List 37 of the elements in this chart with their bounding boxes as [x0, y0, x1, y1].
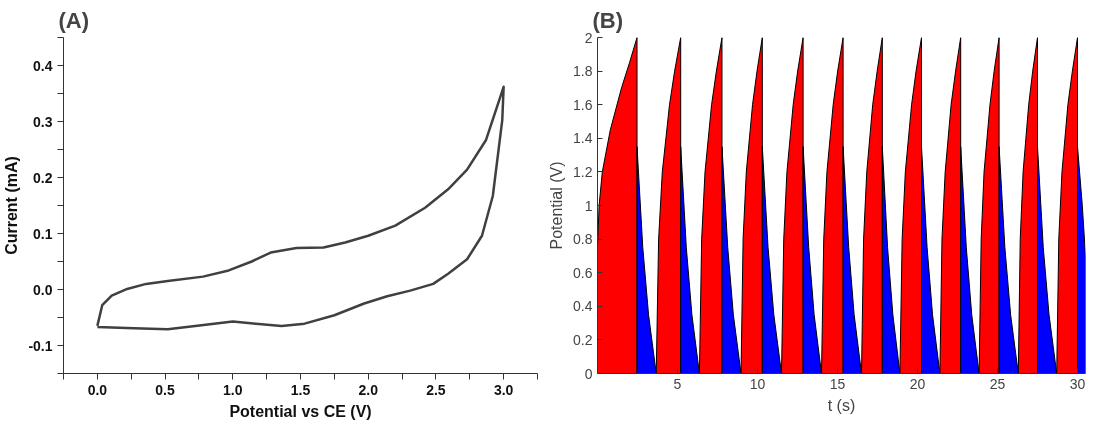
y-tick-label: 1.8	[573, 63, 593, 80]
y-tick-label: 0.0	[33, 281, 53, 298]
chart-title: (A)	[58, 7, 90, 33]
line-series	[96, 85, 505, 331]
x-tick-label: 30	[1069, 375, 1086, 392]
y-axis-title: Potential (V)	[548, 161, 566, 250]
x-tick-label: 3.0	[493, 381, 514, 398]
x-tick-label: 2.5	[426, 381, 446, 398]
y-tick-label: 0.4	[573, 298, 593, 315]
x-tick-label: 1.5	[290, 381, 311, 398]
x-tick-label: 2.0	[358, 381, 379, 398]
y-tick-label: 0.4	[33, 57, 53, 74]
x-axis-title: t (s)	[827, 396, 856, 414]
x-tick-label: 10	[749, 375, 766, 392]
y-tick-label: 0	[584, 365, 593, 382]
x-tick-label: 0.0	[87, 381, 108, 398]
y-tick-label: 0.3	[33, 113, 53, 130]
chart-title: (B)	[592, 7, 624, 33]
x-tick-label: 25	[989, 375, 1006, 392]
y-tick-label: -0.1	[28, 337, 53, 354]
y-tick-label: 2	[584, 29, 593, 46]
y-tick-label: 0.2	[33, 169, 53, 186]
x-tick-label: 15	[829, 375, 846, 392]
x-axis-title: Potential vs CE (V)	[229, 402, 372, 420]
x-tick-label: 0.5	[155, 381, 176, 398]
y-tick-label: 0.8	[573, 231, 593, 248]
y-tick-label: 1.4	[573, 130, 593, 147]
y-tick-label: 0.6	[573, 264, 593, 281]
x-tick-label: 5	[673, 375, 682, 392]
y-tick-label: 1	[584, 197, 593, 214]
y-tick-label: 1.6	[573, 96, 593, 113]
x-tick-label: 1.0	[223, 381, 243, 398]
y-tick-label: 0.2	[573, 331, 593, 348]
x-tick-label: 20	[909, 375, 926, 392]
y-axis-title: Current (mA)	[3, 156, 21, 255]
y-tick-label: 0.1	[33, 225, 53, 242]
y-tick-label: 1.2	[573, 163, 593, 180]
